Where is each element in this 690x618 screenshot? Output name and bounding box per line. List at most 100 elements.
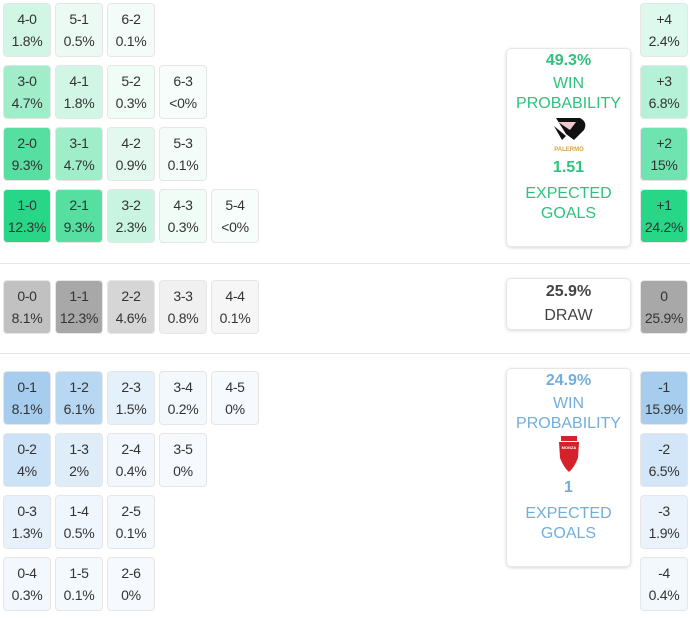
scoreline-cell: 3-3 0.8% [159, 280, 207, 334]
scoreline-cell: 5-2 0.3% [107, 65, 155, 119]
scoreline-cell: 2-4 0.4% [107, 433, 155, 487]
probability-value: 0.4% [648, 587, 680, 603]
away-xg: 1 [564, 479, 573, 496]
probability-value: 8.1% [11, 310, 43, 326]
goal-margin-cell: +2 15% [640, 127, 688, 181]
score-label: 4-5 [225, 379, 245, 395]
score-label: 5-2 [121, 73, 141, 89]
scoreline-cell: 6-2 0.1% [107, 3, 155, 57]
probability-value: 0.4% [115, 463, 147, 479]
scoreline-cell: 2-0 9.3% [3, 127, 51, 181]
scoreline-cell: 1-4 0.5% [55, 495, 103, 549]
draw-summary-panel: 25.9% DRAW [506, 278, 631, 330]
score-label: 0-4 [17, 565, 37, 581]
probability-value: 8.1% [11, 401, 43, 417]
scoreline-cell: 6-3 <0% [159, 65, 207, 119]
scoreline-cell: 1-1 12.3% [55, 280, 103, 334]
score-label: 2-0 [17, 135, 37, 151]
scoreline-cell: 1-2 6.1% [55, 371, 103, 425]
score-label: 2-5 [121, 503, 141, 519]
scoreline-cell: 3-2 2.3% [107, 189, 155, 243]
score-label: 3-2 [121, 197, 141, 213]
score-label: 3-1 [69, 135, 89, 151]
score-label: +2 [656, 135, 672, 151]
probability-value: 0% [225, 401, 245, 417]
probability-value: 1.8% [11, 33, 43, 49]
probability-value: 4.7% [11, 95, 43, 111]
goal-margin-cell: 0 25.9% [640, 280, 688, 334]
score-label: 6-2 [121, 11, 141, 27]
probability-value: 15.9% [644, 401, 684, 417]
probability-value: 2% [69, 463, 89, 479]
monza-logo-icon: MONZA [558, 436, 579, 472]
home-xg: 1.51 [552, 159, 585, 176]
scoreline-cell: 2-5 0.1% [107, 495, 155, 549]
probability-value: <0% [221, 219, 249, 235]
score-label: 5-3 [173, 135, 193, 151]
svg-text:PALERMO: PALERMO [554, 147, 584, 153]
scoreline-cell: 4-3 0.3% [159, 189, 207, 243]
score-label: 1-3 [69, 441, 89, 457]
probability-value: 0.5% [63, 525, 95, 541]
score-label: 3-3 [173, 288, 193, 304]
away-win-label-2: PROBABILITY [516, 415, 621, 432]
goal-margin-cell: -3 1.9% [640, 495, 688, 549]
score-label: 4-3 [173, 197, 193, 213]
svg-text:MONZA: MONZA [561, 445, 576, 450]
probability-value: 12.3% [7, 219, 47, 235]
score-label: 0 [660, 288, 668, 304]
palermo-logo-icon: PALERMO [553, 118, 585, 153]
probability-value: 9.3% [63, 219, 95, 235]
probability-value: 0.1% [219, 310, 251, 326]
scoreline-cell: 1-5 0.1% [55, 557, 103, 611]
score-label: 0-0 [17, 288, 37, 304]
scoreline-cell: 4-2 0.9% [107, 127, 155, 181]
score-label: +3 [656, 73, 672, 89]
goal-margin-cell: -4 0.4% [640, 557, 688, 611]
probability-value: 1.9% [648, 525, 680, 541]
away-summary-panel: 24.9% WIN PROBABILITY MONZA 1 EXPECTED G… [506, 368, 631, 567]
probability-value: 0% [173, 463, 193, 479]
score-label: 1-0 [17, 197, 37, 213]
probability-value: 1.3% [11, 525, 43, 541]
draw-pct: 25.9% [545, 283, 592, 300]
scoreline-cell: 2-1 9.3% [55, 189, 103, 243]
probability-value: 0.5% [63, 33, 95, 49]
scoreline-cell: 0-1 8.1% [3, 371, 51, 425]
probability-value: 0.1% [167, 157, 199, 173]
score-label: 5-1 [69, 11, 89, 27]
score-label: 1-5 [69, 565, 89, 581]
probability-value: 0.1% [115, 525, 147, 541]
score-label: 2-4 [121, 441, 141, 457]
goal-margin-cell: +1 24.2% [640, 189, 688, 243]
probability-value: 12.3% [59, 310, 99, 326]
probability-value: 1.8% [63, 95, 95, 111]
probability-value: 0.8% [167, 310, 199, 326]
scoreline-cell: 1-0 12.3% [3, 189, 51, 243]
probability-value: 6.8% [648, 95, 680, 111]
score-label: 4-0 [17, 11, 37, 27]
probability-value: 4.6% [115, 310, 147, 326]
probability-value: 0.1% [63, 587, 95, 603]
draw-label: DRAW [544, 307, 593, 324]
score-label: -3 [658, 503, 670, 519]
scoreline-cell: 3-0 4.7% [3, 65, 51, 119]
scoreline-cell: 2-2 4.6% [107, 280, 155, 334]
score-label: 2-2 [121, 288, 141, 304]
score-label: +4 [656, 11, 672, 27]
scoreline-cell: 5-4 <0% [211, 189, 259, 243]
scoreline-cell: 3-4 0.2% [159, 371, 207, 425]
scoreline-cell: 2-6 0% [107, 557, 155, 611]
scoreline-cell: 5-3 0.1% [159, 127, 207, 181]
probability-value: 9.3% [11, 157, 43, 173]
probability-value: 25.9% [644, 310, 684, 326]
probability-value: 15% [650, 157, 678, 173]
probability-value: 0.3% [115, 95, 147, 111]
score-label: -2 [658, 441, 670, 457]
away-xg-label-2: GOALS [540, 525, 597, 542]
scoreline-cell: 0-2 4% [3, 433, 51, 487]
scoreline-cell: 2-3 1.5% [107, 371, 155, 425]
goal-margin-cell: +3 6.8% [640, 65, 688, 119]
score-label: 1-1 [69, 288, 89, 304]
scoreline-cell: 0-3 1.3% [3, 495, 51, 549]
